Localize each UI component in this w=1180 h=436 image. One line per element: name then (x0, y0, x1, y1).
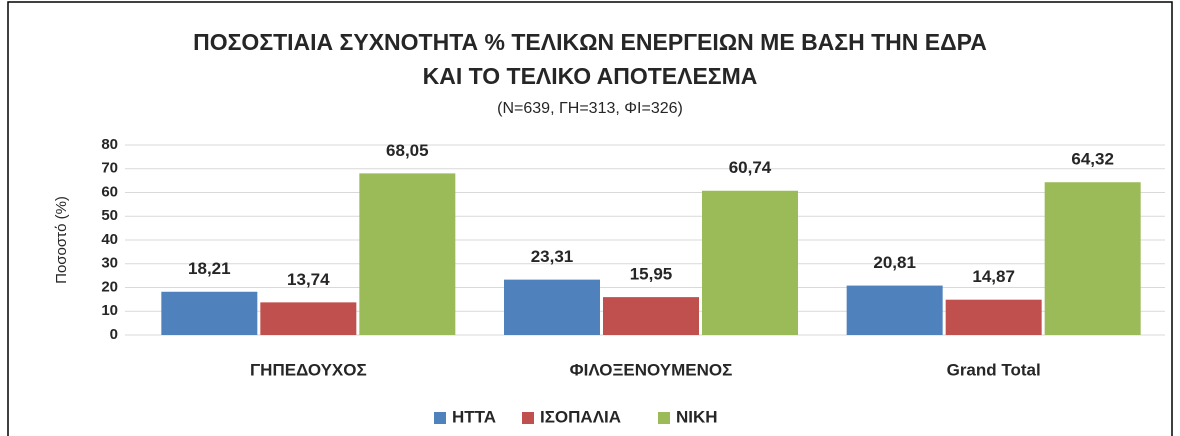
data-label: 20,81 (873, 253, 916, 272)
x-tick-label: Grand Total (947, 360, 1041, 379)
data-label: 60,74 (729, 158, 772, 177)
y-tick-label: 30 (101, 255, 118, 272)
y-tick-label: 70 (101, 160, 118, 177)
bar (846, 285, 943, 335)
y-tick-label: 0 (110, 326, 118, 343)
bar (702, 190, 798, 335)
x-tick-label: ΓΗΠΕΔΟΥΧΟΣ (250, 360, 367, 379)
data-label: 14,87 (972, 267, 1015, 286)
data-label: 13,74 (287, 270, 330, 289)
y-tick-label: 50 (101, 207, 118, 224)
bar (1044, 182, 1141, 335)
data-label: 23,31 (531, 247, 574, 266)
bar (260, 302, 357, 335)
bar (945, 299, 1042, 335)
bar (504, 279, 600, 335)
legend-swatch (434, 412, 446, 424)
data-label: 18,21 (188, 259, 231, 278)
y-axis-label: Ποσοστό (%) (53, 196, 70, 284)
legend-swatch (658, 412, 670, 424)
legend-label: ΗΤΤΑ (452, 407, 496, 426)
data-label: 15,95 (630, 265, 673, 284)
legend-swatch (522, 412, 534, 424)
bar (161, 291, 258, 335)
y-tick-label: 10 (101, 302, 118, 319)
bar (359, 173, 456, 335)
data-label: 64,32 (1071, 150, 1114, 169)
y-tick-label: 40 (101, 231, 118, 248)
legend-label: ΝΙΚΗ (676, 407, 718, 426)
chart-title: ΚΑΙ ΤΟ ΤΕΛΙΚΟ ΑΠΟΤΕΛΕΣΜΑ (423, 63, 758, 89)
legend-label: ΙΣΟΠΑΛΙΑ (540, 407, 621, 426)
chart-border (7, 1, 1173, 436)
y-tick-label: 60 (101, 183, 118, 200)
chart-title: ΠΟΣΟΣΤΙΑΙΑ ΣΥΧΝΟΤΗΤΑ % ΤΕΛΙΚΩΝ ΕΝΕΡΓΕΙΩΝ… (193, 29, 987, 55)
y-tick-label: 20 (101, 278, 118, 295)
data-label: 68,05 (386, 141, 429, 160)
y-tick-label: 80 (101, 136, 118, 153)
chart-subtitle: (Ν=639, ΓΗ=313, ΦΙ=326) (497, 100, 683, 117)
x-tick-label: ΦΙΛΟΞΕΝΟΥΜΕΝΟΣ (570, 360, 733, 379)
bar (603, 297, 699, 335)
